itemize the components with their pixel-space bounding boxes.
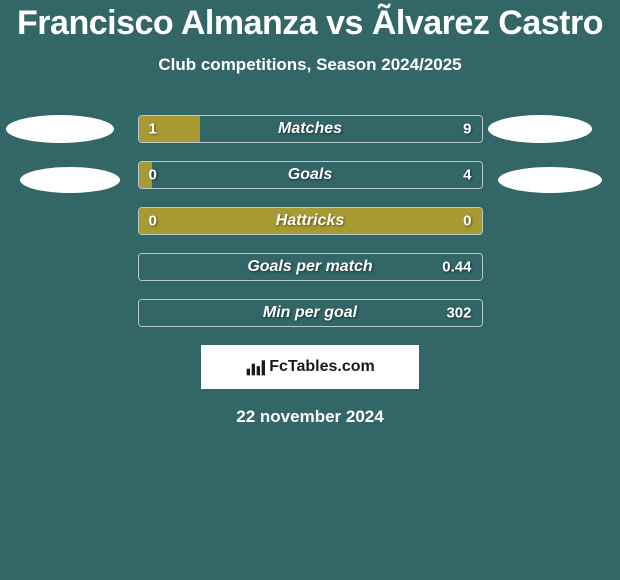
stat-metric-label: Goals — [288, 166, 332, 184]
stat-row: Min per goal 302 — [138, 299, 483, 327]
stat-metric-label: Hattricks — [276, 212, 344, 230]
player-badge-oval — [20, 167, 120, 193]
stat-row: 0 Goals 4 — [138, 161, 483, 189]
brand-badge: FcTables.com — [201, 345, 419, 389]
comparison-title: Francisco Almanza vs Ãlvarez Castro — [0, 0, 620, 43]
stat-metric-label: Goals per match — [247, 258, 372, 276]
stat-value-player2: 9 — [463, 121, 471, 138]
stat-value-player1: 0 — [149, 213, 157, 230]
season-subtitle: Club competitions, Season 2024/2025 — [0, 55, 620, 75]
stat-value-player2: 4 — [463, 167, 471, 184]
comparison-chart: 1 Matches 9 0 Goals 4 0 Hattricks 0 Goals per mat… — [0, 115, 620, 327]
stat-row: Goals per match 0.44 — [138, 253, 483, 281]
stat-value-player1: 1 — [149, 121, 157, 138]
stat-value-player2: 302 — [446, 305, 471, 322]
stat-metric-label: Min per goal — [263, 304, 357, 322]
player-badge-oval — [6, 115, 114, 143]
bar-chart-icon — [245, 357, 265, 377]
player-badge-oval — [488, 115, 592, 143]
stat-value-player2: 0.44 — [442, 259, 471, 276]
brand-text: FcTables.com — [269, 358, 375, 376]
stat-row: 0 Hattricks 0 — [138, 207, 483, 235]
stat-value-player1: 0 — [149, 167, 157, 184]
player-badge-oval — [498, 167, 602, 193]
stat-value-player2: 0 — [463, 213, 471, 230]
stat-row: 1 Matches 9 — [138, 115, 483, 143]
stat-metric-label: Matches — [278, 120, 342, 138]
snapshot-date: 22 november 2024 — [0, 407, 620, 427]
